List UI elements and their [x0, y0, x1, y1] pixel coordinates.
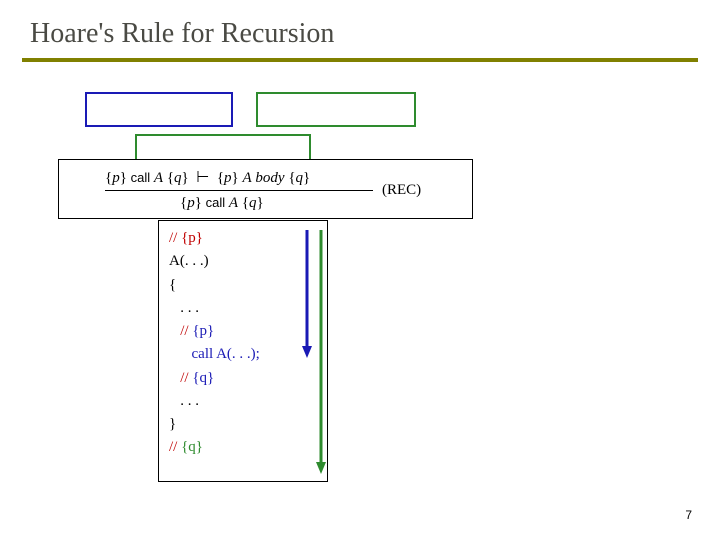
code-l2: A(. . .): [169, 250, 317, 273]
green-arrow: [314, 228, 328, 476]
green-highlight-box-mid: [135, 134, 311, 162]
page-number: 7: [685, 508, 692, 522]
code-l8: . . .: [169, 390, 317, 413]
code-l7: // {q}: [169, 367, 317, 390]
rule-conclusion: {p} call A {q}: [180, 195, 264, 212]
rule-premise: {p} call A {q} ⊢ {p} A body {q}: [105, 168, 310, 187]
blue-highlight-box: [85, 92, 233, 127]
code-l4: . . .: [169, 297, 317, 320]
rule-line: [105, 190, 373, 191]
title-underline: [22, 58, 698, 62]
code-l6: call A(. . .);: [169, 343, 317, 366]
code-l9: }: [169, 413, 317, 436]
code-l1: // {p}: [169, 227, 317, 250]
slide-title: Hoare's Rule for Recursion: [30, 18, 334, 50]
blue-arrow: [300, 228, 314, 360]
code-l3: {: [169, 274, 317, 297]
code-l10: // {q}: [169, 436, 317, 459]
green-highlight-box-top: [256, 92, 416, 127]
rule-label: (REC): [382, 182, 421, 199]
code-l5: // {p}: [169, 320, 317, 343]
